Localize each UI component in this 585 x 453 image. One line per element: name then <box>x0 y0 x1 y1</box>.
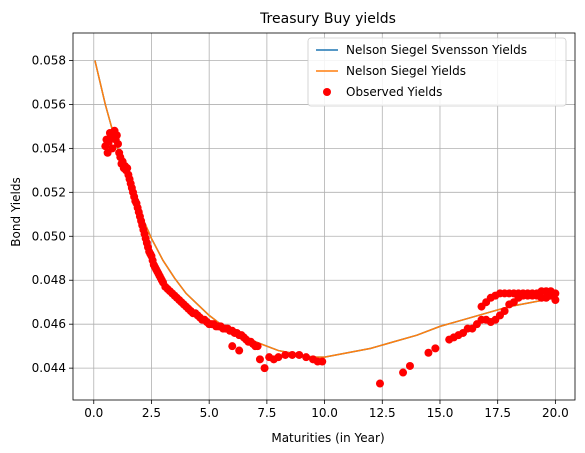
axis-ticks: 0.0 2.5 5.0 7.5 10.0 12.5 15.0 17.5 20.0 0.044 0.0… <box>32 53 569 420</box>
observed-yield-point <box>235 346 244 355</box>
x-tick-label: 15.0 <box>427 406 454 420</box>
x-tick-label: 0.0 <box>84 406 103 420</box>
observed-yield-point <box>551 296 560 305</box>
observed-yield-point <box>551 289 560 298</box>
observed-yield-point <box>424 348 433 357</box>
y-tick-label: 0.050 <box>32 229 66 243</box>
axes-border <box>72 32 576 401</box>
legend-marker-swatch <box>323 88 331 96</box>
legend-label: Nelson Siegel Svensson Yields <box>346 43 527 57</box>
y-tick-label: 0.058 <box>32 53 66 67</box>
legend-label: Nelson Siegel Yields <box>346 64 466 78</box>
observed-yield-point <box>431 344 440 353</box>
x-tick-label: 2.5 <box>142 406 161 420</box>
x-tick-label: 7.5 <box>257 406 276 420</box>
y-tick-label: 0.044 <box>32 361 66 375</box>
observed-yield-point <box>302 353 311 362</box>
observed-yield-point <box>405 361 414 370</box>
x-tick-label: 5.0 <box>200 406 219 420</box>
x-tick-label: 12.5 <box>369 406 396 420</box>
observed-yield-point <box>375 379 384 388</box>
observed-yield-point <box>281 350 290 359</box>
observed-yield-point <box>255 355 264 364</box>
y-axis-label: Bond Yields <box>9 177 23 246</box>
y-tick-label: 0.056 <box>32 97 66 111</box>
y-tick-label: 0.052 <box>32 185 66 199</box>
legend: Nelson Siegel Svensson Yields Nelson Sieg… <box>307 37 567 107</box>
axes-frame <box>72 32 576 401</box>
observed-yield-point <box>253 342 262 351</box>
x-axis-label: Maturities (in Year) <box>271 431 384 445</box>
x-tick-label: 10.0 <box>311 406 338 420</box>
observed-yield-point <box>318 357 327 366</box>
observed-yield-point <box>123 164 132 173</box>
legend-label: Observed Yields <box>346 85 442 99</box>
plot-area <box>94 60 560 388</box>
observed-yield-point <box>500 307 509 315</box>
observed-yield-point <box>274 353 283 362</box>
x-tick-label: 20.0 <box>542 406 569 420</box>
observed-yield-point <box>112 131 121 140</box>
series-line-1 <box>94 60 556 358</box>
y-tick-label: 0.046 <box>32 317 66 331</box>
y-tick-label: 0.048 <box>32 273 66 287</box>
observed-yield-point <box>260 364 269 373</box>
chart-title: Treasury Buy yields <box>259 11 396 27</box>
observed-yield-point <box>108 144 117 153</box>
x-tick-label: 17.5 <box>484 406 511 420</box>
observed-yield-point <box>114 139 123 148</box>
legend-box <box>307 37 567 107</box>
y-tick-label: 0.054 <box>32 141 66 155</box>
observed-yield-point <box>399 368 408 377</box>
observed-yield-point <box>288 350 297 359</box>
observed-yield-point <box>228 342 237 351</box>
observed-yield-point <box>295 350 304 359</box>
